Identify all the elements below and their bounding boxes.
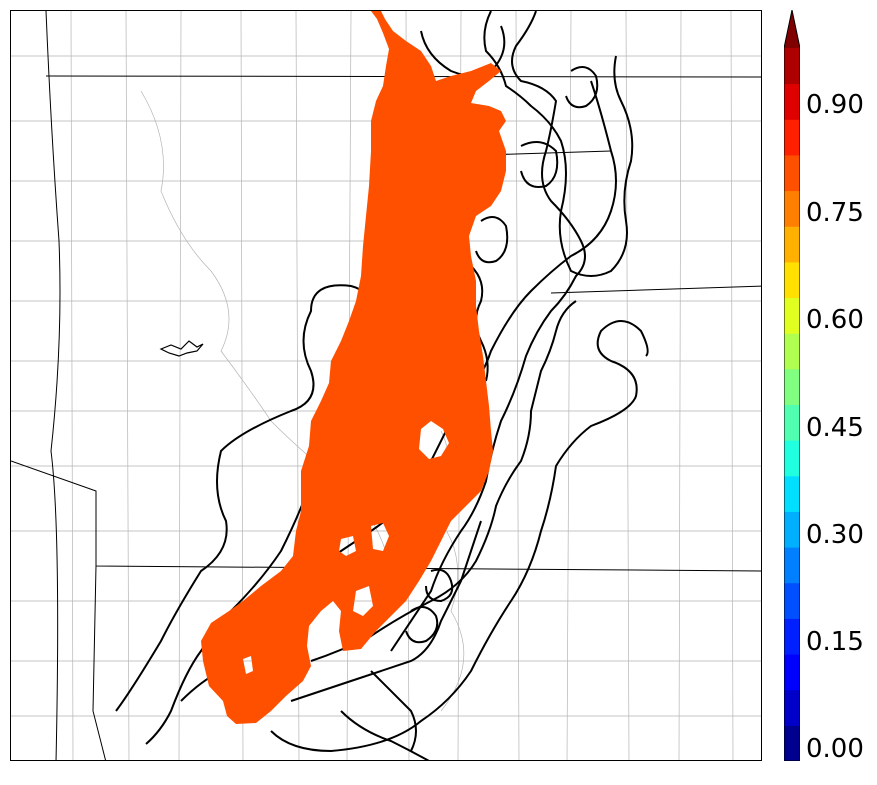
colorbar-outline xyxy=(784,10,800,761)
colorbar-bin xyxy=(784,119,800,156)
colorbar-bin xyxy=(784,582,800,619)
colorbar xyxy=(784,10,800,761)
lake-shape xyxy=(159,340,204,357)
colorbar-bin xyxy=(784,154,800,192)
colorbar-bin xyxy=(784,618,800,655)
colorbar-tick-label: 0.30 xyxy=(806,520,864,550)
colorbar-bin xyxy=(784,725,800,761)
colorbar-bin xyxy=(784,190,800,227)
colorbar-bin xyxy=(784,440,800,477)
colorbar-tick-label: 0.60 xyxy=(806,305,864,335)
map-panel xyxy=(10,10,762,761)
colorbar-bin xyxy=(784,511,800,548)
colorbar-bin xyxy=(784,404,800,441)
colorbar-bin xyxy=(784,654,800,691)
colorbar-bin xyxy=(784,333,800,370)
colorbar-bin xyxy=(784,297,800,334)
colorbar-tick-label: 0.45 xyxy=(806,413,864,443)
colorbar-bin xyxy=(784,689,800,726)
colorbar-tick-label: 0.75 xyxy=(806,198,864,228)
colorbar-bin xyxy=(784,368,800,405)
colorbar-bin xyxy=(784,226,800,263)
colorbar-extend-arrow xyxy=(784,10,800,48)
map-canvas xyxy=(11,11,761,760)
colorbar-bin xyxy=(784,475,800,512)
colorbar-bin xyxy=(784,261,800,299)
colorbar-tick-label: 0.00 xyxy=(806,734,864,764)
colorbar-tick-label: 0.15 xyxy=(806,627,864,657)
colorbar-bin xyxy=(784,48,800,85)
colorbar-tick-label: 0.90 xyxy=(806,90,864,120)
colorbar-bin xyxy=(784,547,800,584)
colorbar-bin xyxy=(784,83,800,120)
probability-fill-region xyxy=(201,11,506,724)
